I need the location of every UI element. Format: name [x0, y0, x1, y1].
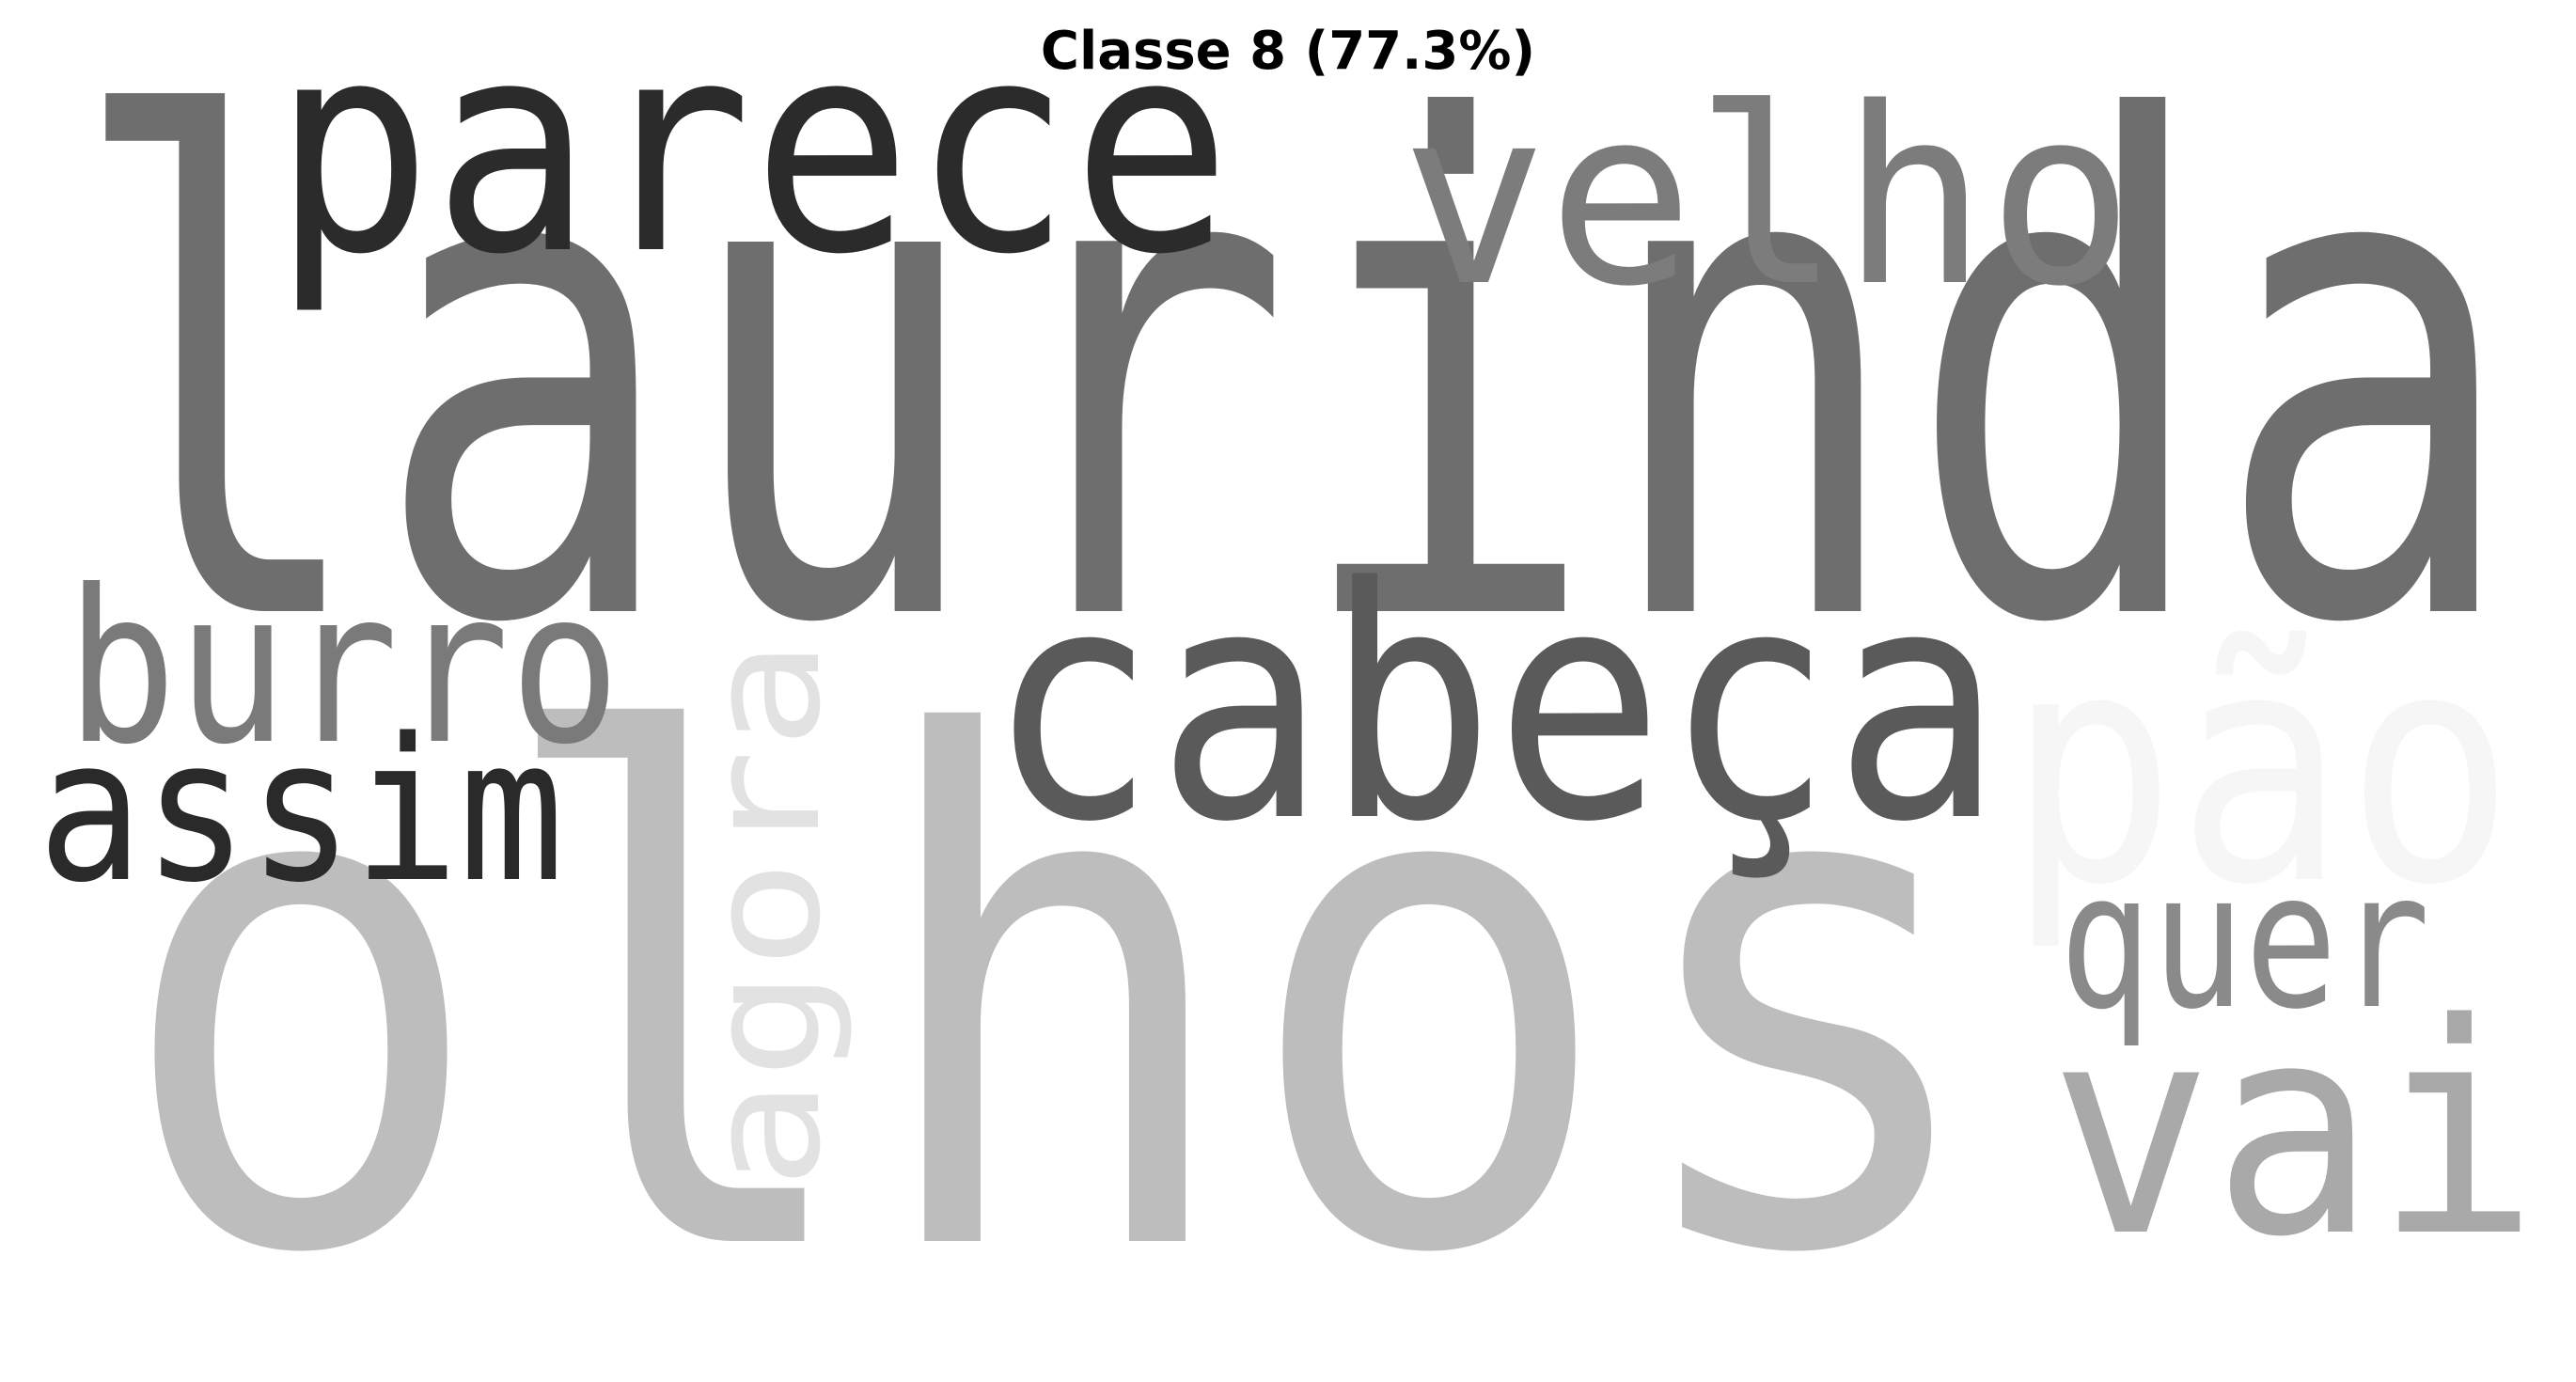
chart-title: Classe 8 (77.3%) — [1040, 21, 1536, 82]
word-laurinda: laurinda — [66, 0, 2520, 771]
word-quer: quer — [2059, 832, 2430, 1051]
word-velho: velho — [1401, 56, 2134, 340]
word-vai: vai — [2050, 962, 2538, 1301]
word-agora: agora — [674, 639, 855, 1189]
word-olhos: olhos — [113, 595, 1993, 1382]
word-pao: pão — [2007, 583, 2515, 955]
word-parece: parece — [273, 0, 1232, 319]
word-cabeca: cabeça — [987, 520, 2003, 892]
word-burro: burro — [66, 545, 620, 792]
word-assim: assim — [38, 696, 564, 926]
